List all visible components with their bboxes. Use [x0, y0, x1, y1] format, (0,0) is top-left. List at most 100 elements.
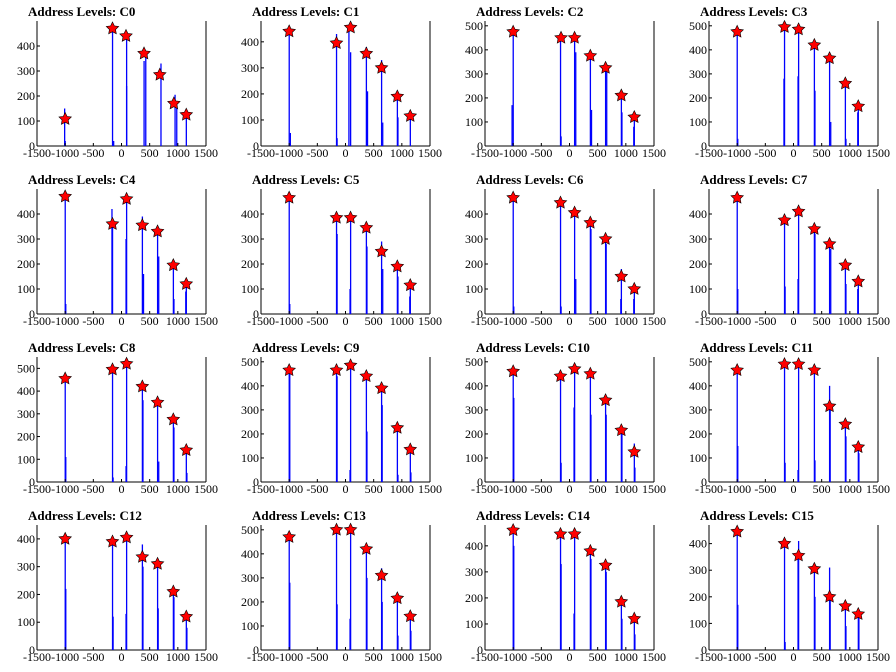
x-tick-label: 0: [567, 482, 573, 496]
histogram-bar: [737, 604, 739, 650]
histogram-bar: [349, 469, 351, 482]
histogram-bar: [589, 54, 592, 146]
y-tick-label: 100: [689, 616, 707, 630]
chart-svg: 0 100 200 300 400 500 -1500 -1000 -500 0 500 1000 15…: [689, 355, 890, 496]
x-tick-label: 1000: [614, 482, 638, 496]
y-tick-label: 500: [689, 355, 707, 369]
x-tick-label: 0: [119, 314, 125, 328]
y-tick-label: 400: [17, 207, 35, 221]
y-tick-label: 100: [17, 282, 35, 296]
chart-title: Address Levels: C12: [28, 508, 142, 523]
x-tick-label: 1000: [390, 146, 414, 160]
y-tick-label: 0: [477, 475, 483, 489]
y-tick-label: 300: [241, 232, 259, 246]
peak-star-marker: [614, 594, 629, 608]
histogram-bar: [185, 113, 187, 146]
y-tick-label: 400: [465, 539, 483, 553]
x-tick-label: 500: [589, 650, 607, 664]
histogram-bar: [737, 138, 739, 146]
x-tick-label: -1000: [499, 314, 527, 328]
peak-star-marker: [390, 259, 405, 273]
x-tick-label: 1500: [642, 482, 666, 496]
histogram-bar: [64, 375, 66, 482]
y-tick-label: 400: [241, 379, 259, 393]
peak-star-marker: [105, 21, 120, 35]
peak-star-marker: [179, 442, 194, 457]
histogram-bar: [797, 469, 799, 482]
x-tick-label: 500: [365, 482, 383, 496]
histogram-bar: [736, 196, 738, 314]
histogram-bar: [620, 299, 622, 314]
peak-star-marker: [838, 76, 853, 90]
x-tick-label: -1500: [471, 650, 499, 664]
chart-svg: 0 100 200 300 400 500 -1500 -1000 -500 0 500 1000 15…: [689, 19, 890, 160]
y-tick-label: 200: [241, 595, 259, 609]
histogram-bar: [382, 269, 384, 314]
histogram-bar: [156, 231, 159, 314]
histogram-bar: [590, 414, 592, 482]
x-tick-label: -500: [82, 146, 104, 160]
y-tick-label: 300: [17, 407, 35, 421]
chart-panel: 0 100 200 300 400 -1500 -1000 -500 0 500 1000 1500 A…: [448, 504, 672, 672]
histogram-bar: [65, 457, 67, 482]
x-tick-label: 500: [365, 650, 383, 664]
histogram-bar: [560, 462, 562, 482]
histogram-bar: [621, 112, 623, 146]
peak-star-marker: [506, 364, 521, 378]
chart-panel: 0 100 200 300 400 500 -1500 -1000 -500 0 500 1000 15…: [224, 336, 448, 504]
peak-star-marker: [135, 549, 150, 563]
histogram-bar: [382, 122, 384, 146]
peak-star-marker: [730, 363, 745, 377]
histogram-bar: [829, 409, 831, 482]
x-tick-label: -1500: [695, 314, 723, 328]
y-tick-label: 0: [477, 307, 483, 321]
histogram-bar: [409, 296, 411, 314]
histogram-bar: [112, 477, 114, 482]
y-tick-label: 100: [465, 617, 483, 631]
x-tick-label: 500: [813, 146, 831, 160]
x-tick-label: 500: [813, 314, 831, 328]
peak-star-marker: [807, 37, 822, 51]
chart-title: Address Levels: C5: [252, 172, 360, 187]
x-tick-label: 1500: [866, 482, 890, 496]
y-tick-label: 0: [29, 643, 35, 657]
y-tick-label: 200: [17, 257, 35, 271]
peak-star-marker: [791, 357, 806, 371]
peak-star-marker: [150, 556, 165, 570]
histogram-bar: [160, 63, 162, 146]
peak-star-marker: [851, 439, 866, 453]
y-tick-label: 0: [701, 475, 707, 489]
peak-star-marker: [583, 215, 598, 229]
peak-star-marker: [777, 357, 792, 371]
peak-star-marker: [627, 611, 642, 625]
chart-svg: 0 100 200 300 400 -1500 -1000 -500 0 500 1000 1500: [241, 189, 442, 328]
x-tick-label: 1500: [642, 650, 666, 664]
peak-star-marker: [403, 442, 418, 456]
x-tick-label: -1000: [723, 650, 751, 664]
peak-star-marker: [329, 35, 344, 49]
histogram-bar: [125, 536, 128, 650]
x-tick-label: -1500: [471, 314, 499, 328]
x-tick-label: 0: [567, 146, 573, 160]
histogram-bar: [288, 196, 290, 314]
histogram-bar: [858, 615, 860, 650]
x-tick-label: 1500: [866, 146, 890, 160]
peak-star-marker: [851, 274, 866, 288]
x-tick-label: 1000: [390, 482, 414, 496]
chart-panel: 0 100 200 300 400 500 -1500 -1000 -500 0 500 1000 15…: [672, 0, 896, 168]
x-tick-label: 0: [343, 650, 349, 664]
peak-star-marker: [390, 591, 405, 605]
histogram-bar: [409, 114, 411, 146]
histogram-bar: [366, 577, 368, 650]
chart-panel: 0 100 200 300 400 -1500 -1000 -500 0 500 1000 1500 A…: [672, 504, 896, 672]
chart-title: Address Levels: C10: [476, 340, 590, 355]
peak-star-marker: [343, 522, 358, 536]
peak-star-marker: [506, 523, 521, 537]
x-tick-label: 1000: [166, 146, 190, 160]
histogram-bar: [813, 371, 816, 482]
x-tick-label: -500: [306, 650, 328, 664]
peak-star-marker: [374, 60, 389, 74]
histogram-bar: [396, 597, 399, 650]
histogram-bar: [381, 601, 383, 650]
